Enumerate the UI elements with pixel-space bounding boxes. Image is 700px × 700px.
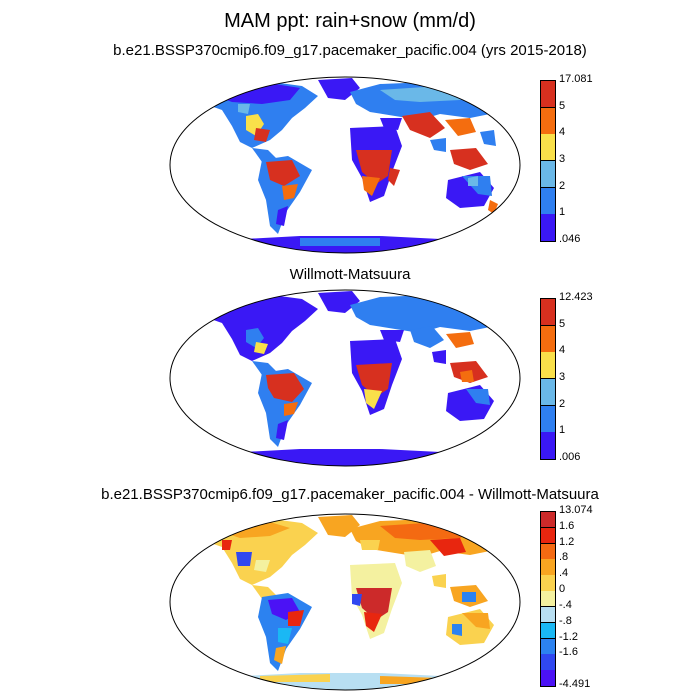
colorbar-level-label: 4 xyxy=(559,344,566,357)
colorbar-level-label: 5 xyxy=(559,99,566,112)
colorbar-segment xyxy=(541,161,555,189)
colorbar-observations xyxy=(540,298,556,460)
colorbar-level-label: 2 xyxy=(559,397,566,410)
colorbar-segment xyxy=(541,214,555,242)
colorbar-segment xyxy=(541,379,555,407)
colorbar-segment xyxy=(541,325,555,353)
panel-title-difference: b.e21.BSSP370cmip6.f09_g17.pacemaker_pac… xyxy=(101,486,599,503)
colorbar-segment xyxy=(541,432,555,460)
colorbar-max-label: 13.074 xyxy=(559,504,593,516)
map-difference xyxy=(169,513,521,691)
panel-title-observations: Willmott-Matsuura xyxy=(289,266,411,283)
colorbar-max-label: 12.423 xyxy=(559,291,593,303)
panel-title-model: b.e21.BSSP370cmip6.f09_g17.pacemaker_pac… xyxy=(113,42,587,59)
colorbar-level-label: 5 xyxy=(559,317,566,330)
page-title: MAM ppt: rain+snow (mm/d) xyxy=(224,10,476,32)
colorbar-segment xyxy=(541,543,555,560)
colorbar-level-label: 1.6 xyxy=(559,519,575,532)
colorbar-segment xyxy=(541,654,555,671)
colorbar-min-label: .006 xyxy=(559,451,581,463)
map-model-precipitation xyxy=(169,76,521,254)
map-observed-precipitation xyxy=(169,289,521,467)
colorbar-segment xyxy=(541,638,555,655)
colorbar-segment xyxy=(541,606,555,624)
colorbar-segment xyxy=(541,405,555,433)
colorbar-segment xyxy=(541,107,555,135)
colorbar-level-label: 3 xyxy=(559,153,566,165)
colorbar-level-label: 2 xyxy=(559,179,566,192)
colorbar-min-label: .046 xyxy=(559,233,581,245)
colorbar-level-label: .8 xyxy=(559,551,569,564)
colorbar-segment xyxy=(541,575,555,592)
colorbar-max-label: 17.081 xyxy=(559,73,593,85)
colorbar-level-label: 1.2 xyxy=(559,535,575,548)
colorbar-segment xyxy=(541,299,555,327)
colorbar-segment xyxy=(541,352,555,380)
colorbar-level-label: -1.6 xyxy=(559,646,578,659)
colorbar-level-label: 3 xyxy=(559,371,566,383)
colorbar-segment xyxy=(541,134,555,162)
colorbar-level-label: 1 xyxy=(559,424,566,437)
colorbar-difference xyxy=(540,511,556,687)
colorbar-level-label: .4 xyxy=(559,567,569,580)
colorbar-level-label: -.8 xyxy=(559,614,572,627)
colorbar-level-label: -.4 xyxy=(559,598,572,611)
colorbar-min-label: -4.491 xyxy=(559,678,591,690)
colorbar-segment xyxy=(541,527,555,545)
colorbar-segment xyxy=(541,559,555,576)
colorbar-level-label: 1 xyxy=(559,206,566,219)
colorbar-segment xyxy=(541,187,555,215)
colorbar-segment xyxy=(541,670,555,687)
colorbar-level-label: 0 xyxy=(559,583,566,596)
colorbar-segment xyxy=(541,591,555,608)
colorbar-model xyxy=(540,80,556,242)
colorbar-segment xyxy=(541,512,555,529)
colorbar-level-label: 4 xyxy=(559,126,566,139)
colorbar-segment xyxy=(541,622,555,640)
colorbar-segment xyxy=(541,81,555,109)
colorbar-level-label: -1.2 xyxy=(559,630,578,643)
